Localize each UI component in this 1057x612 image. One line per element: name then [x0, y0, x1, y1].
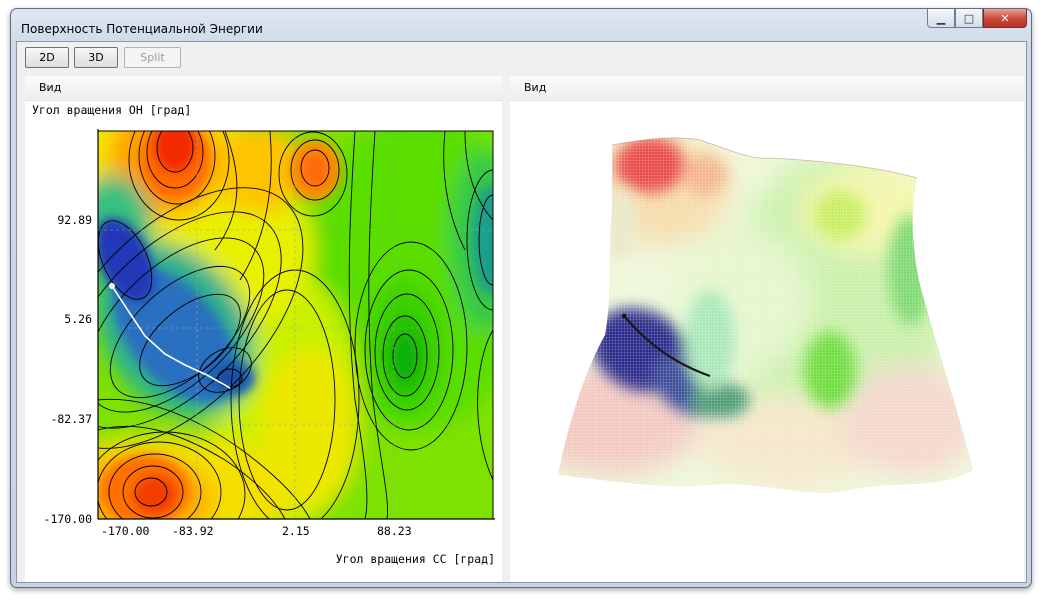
surface-view-pane: Вид	[510, 76, 1024, 582]
grid-lines	[98, 131, 493, 519]
surface-pane-header-label: Вид	[524, 81, 547, 94]
contour-pane-header: Вид	[25, 76, 502, 101]
maximize-button[interactable]: □	[955, 9, 983, 28]
toolbar: 2D 3D Split	[17, 42, 1026, 74]
path-start-point-3d[interactable]	[621, 313, 627, 319]
contour-view-pane: Вид Угол вращения OH [град]	[25, 76, 502, 582]
x-tick-label: -83.92	[172, 524, 214, 538]
y-tick-label: -82.37	[50, 412, 92, 426]
close-button[interactable]: ✕	[983, 9, 1027, 28]
window-title: Поверхность Потенциальной Энергии	[21, 22, 263, 36]
y-tick-label: 5.26	[64, 312, 92, 326]
maximize-icon: □	[963, 11, 975, 25]
contour-field	[98, 131, 493, 519]
reaction-path	[111, 285, 231, 389]
surface-3d-view[interactable]	[510, 100, 1024, 570]
path-start-point[interactable]	[109, 283, 115, 289]
surface-edge	[611, 137, 918, 179]
split-view-button[interactable]: Split	[124, 47, 181, 68]
window-controls: ▁ □ ✕	[927, 9, 1027, 28]
energy-surface	[558, 137, 973, 493]
y-tick-label: 92.89	[57, 213, 92, 227]
x-tick-label: -170.00	[101, 524, 150, 538]
client-area: 2D 3D Split Вид Угол вращения OH [град]	[16, 41, 1027, 583]
reaction-path-3d	[623, 315, 711, 378]
minimize-icon: ▁	[936, 11, 946, 25]
2d-view-button[interactable]: 2D	[25, 47, 69, 68]
contour-pane-header-label: Вид	[39, 81, 62, 94]
contour-plot[interactable]: Угол вращения OH [град]	[25, 100, 502, 570]
x-tick-label: 2.15	[282, 524, 310, 538]
contour-lines	[98, 131, 493, 519]
title-bar[interactable]: Поверхность Потенциальной Энергии ▁ □ ✕	[11, 9, 1031, 41]
app-window: Поверхность Потенциальной Энергии ▁ □ ✕ …	[10, 8, 1032, 588]
close-icon: ✕	[1000, 11, 1010, 25]
minimize-button[interactable]: ▁	[927, 9, 955, 28]
x-axis-label: Угол вращения CC [град]	[336, 552, 495, 566]
y-tick-label: -170.00	[44, 512, 93, 526]
y-axis-label: Угол вращения OH [град]	[32, 103, 191, 117]
x-tick-label: 88.23	[377, 524, 412, 538]
3d-view-button[interactable]: 3D	[74, 47, 118, 68]
surface-pane-header: Вид	[510, 76, 1024, 101]
